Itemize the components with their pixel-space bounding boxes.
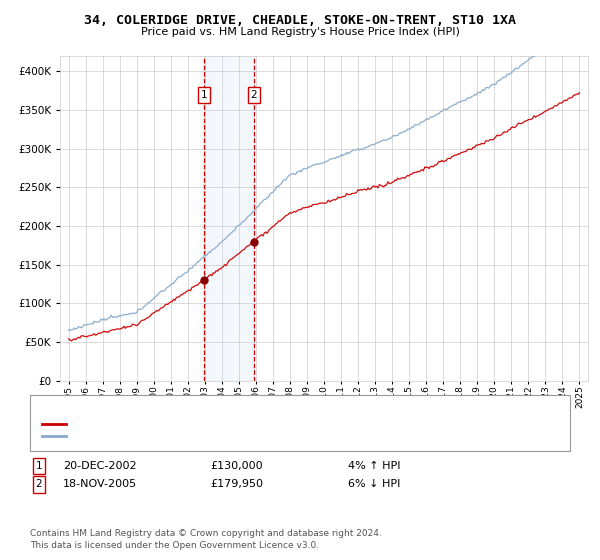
Bar [204,56,254,381]
Text: 4% ↑ HPI: 4% ↑ HPI [348,461,401,471]
Text: 18-NOV-2005: 18-NOV-2005 [63,479,137,489]
Text: £179,950: £179,950 [210,479,263,489]
Text: 34, COLERIDGE DRIVE, CHEADLE, STOKE-ON-TRENT, ST10 1XA: 34, COLERIDGE DRIVE, CHEADLE, STOKE-ON-T… [84,14,516,27]
Text: 6% ↓ HPI: 6% ↓ HPI [348,479,400,489]
Text: 1: 1 [201,90,208,100]
Text: 34, COLERIDGE DRIVE, CHEADLE, STOKE-ON-TRENT, ST10 1XA (detached house): 34, COLERIDGE DRIVE, CHEADLE, STOKE-ON-T… [72,419,467,429]
Text: 2: 2 [35,479,43,489]
Text: Price paid vs. HM Land Registry's House Price Index (HPI): Price paid vs. HM Land Registry's House … [140,27,460,37]
Text: Contains HM Land Registry data © Crown copyright and database right 2024.
This d: Contains HM Land Registry data © Crown c… [30,529,382,550]
Text: 20-DEC-2002: 20-DEC-2002 [63,461,137,471]
Text: 2: 2 [251,90,257,100]
Text: HPI: Average price, detached house, Staffordshire Moorlands: HPI: Average price, detached house, Staf… [72,431,369,441]
Text: £130,000: £130,000 [210,461,263,471]
Text: 1: 1 [35,461,43,471]
